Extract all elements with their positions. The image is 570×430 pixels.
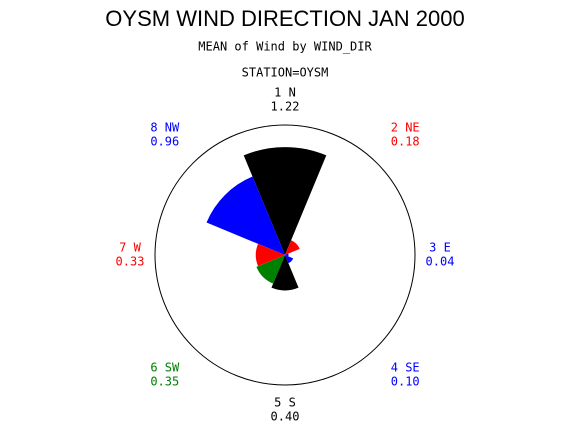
wedge [285,253,289,257]
value-label: 0.33 [116,255,145,269]
chart-subtitle: MEAN of Wind by WIND_DIR [198,40,372,54]
value-label: 0.40 [271,410,300,424]
wedge [255,243,285,267]
value-label: 0.10 [391,375,420,389]
frame-circle [154,124,416,386]
value-label: 0.04 [426,255,455,269]
value-label: 0.35 [150,375,179,389]
direction-label: 7 W [119,241,141,255]
wedge [285,240,300,255]
wedge [206,176,285,255]
direction-label: 4 SE [391,361,420,375]
direction-label: 5 S [274,396,296,410]
direction-label: 1 N [274,86,296,100]
wedge [256,255,285,284]
value-label: 0.96 [150,134,179,148]
chart-title: OYSM WIND DIRECTION JAN 2000 [105,6,464,31]
direction-label: 8 NW [150,120,180,134]
direction-label: 2 NE [391,120,420,134]
wedge [285,255,294,264]
direction-label: 6 SW [150,361,180,375]
wedge [271,255,299,291]
wedge [243,147,327,255]
value-label: 0.18 [391,134,420,148]
station-label: STATION=OYSM [242,66,329,80]
value-label: 1.22 [271,100,300,114]
direction-label: 3 E [429,241,451,255]
